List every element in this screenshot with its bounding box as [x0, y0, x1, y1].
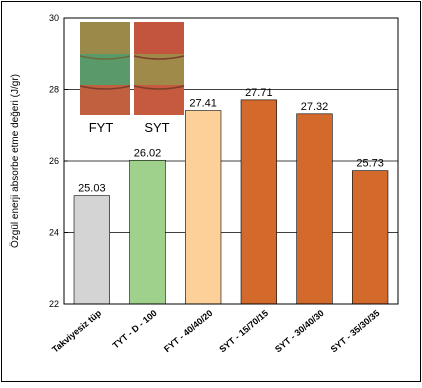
- x-tick-label: SYT - 30/40/30: [273, 308, 326, 355]
- x-tick-label: FYT - 40/40/20: [162, 308, 214, 354]
- inset-label-fyt: FYT: [89, 120, 114, 135]
- bar: [296, 113, 333, 305]
- data-label: 26.02: [134, 147, 162, 159]
- x-tick-label: TYT - D - 100: [111, 308, 159, 351]
- data-label: 27.71: [245, 87, 273, 99]
- bar: [352, 170, 389, 305]
- y-tick-label: 24: [49, 228, 59, 238]
- y-tick-label: 28: [49, 85, 59, 95]
- specimen-fyt: [79, 22, 131, 115]
- specimen-photo: FYT SYT: [79, 22, 185, 135]
- inset-label-syt: SYT: [144, 120, 169, 135]
- y-axis-label: Özgül enerji absorbe etme değeri (J/gr): [9, 74, 21, 248]
- bar: [129, 159, 166, 305]
- x-tick-label: SYT - 15/70/15: [217, 308, 270, 355]
- y-tick-label: 26: [49, 156, 59, 166]
- specimen-syt: [133, 22, 185, 115]
- data-label: 27.32: [301, 101, 329, 113]
- bar: [73, 195, 110, 305]
- data-label: 25.03: [78, 183, 106, 195]
- x-tick-label: SYT - 35/30/35: [329, 308, 382, 355]
- bars: [73, 99, 389, 305]
- bar: [240, 99, 277, 305]
- x-axis-ticks: Takviyesiz tüp TYT - D - 100 FYT - 40/40/2…: [50, 308, 381, 355]
- data-label: 27.41: [189, 98, 217, 110]
- data-label: 25.73: [356, 158, 384, 170]
- y-tick-label: 30: [49, 13, 59, 23]
- y-tick-label: 22: [49, 299, 59, 309]
- y-axis-ticks: 22 24 26 28 30: [49, 13, 68, 309]
- data-labels: 25.03 26.02 27.41 27.71 27.32 25.73: [78, 87, 384, 195]
- bar: [185, 110, 222, 305]
- x-tick-label: Takviyesiz tüp: [50, 308, 103, 355]
